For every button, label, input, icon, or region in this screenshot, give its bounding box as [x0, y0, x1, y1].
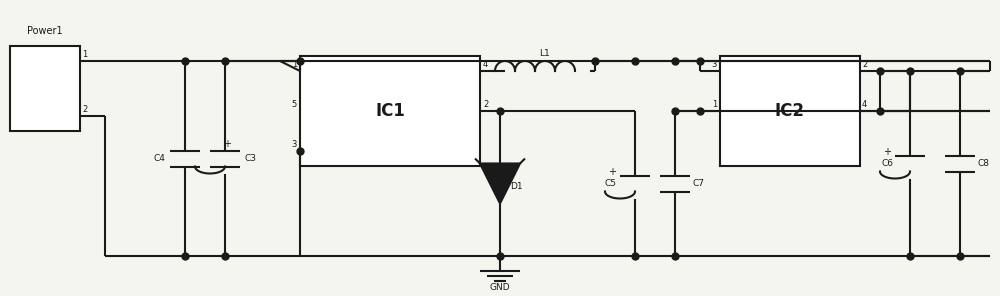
Text: 2: 2 [862, 59, 867, 68]
Text: C5: C5 [605, 179, 617, 188]
Text: C8: C8 [978, 159, 990, 168]
Text: 4: 4 [862, 99, 867, 109]
Text: 1: 1 [712, 99, 717, 109]
Text: +: + [608, 167, 616, 176]
Text: D1: D1 [510, 182, 523, 191]
Text: IC1: IC1 [375, 102, 405, 120]
Text: 1: 1 [82, 49, 88, 59]
Bar [10, 46, 80, 131]
Text: 1: 1 [292, 59, 297, 68]
Text: 2: 2 [82, 104, 88, 113]
Text: C3: C3 [244, 154, 256, 163]
Text: +: + [883, 147, 891, 157]
Polygon shape [480, 163, 520, 204]
Text: IC2: IC2 [775, 102, 805, 120]
Text: 4: 4 [483, 59, 488, 68]
Text: C6: C6 [882, 159, 894, 168]
Text: Power1: Power1 [27, 26, 63, 36]
Text: C7: C7 [693, 179, 705, 188]
Bar [300, 56, 480, 166]
Text: L1: L1 [540, 49, 550, 57]
Text: C4: C4 [153, 154, 165, 163]
Text: 3: 3 [712, 59, 717, 68]
Text: 2: 2 [483, 99, 488, 109]
Text: +: + [223, 139, 231, 149]
Bar [720, 56, 860, 166]
Text: 5: 5 [292, 99, 297, 109]
Text: 3: 3 [292, 139, 297, 149]
Text: GND: GND [490, 284, 510, 292]
